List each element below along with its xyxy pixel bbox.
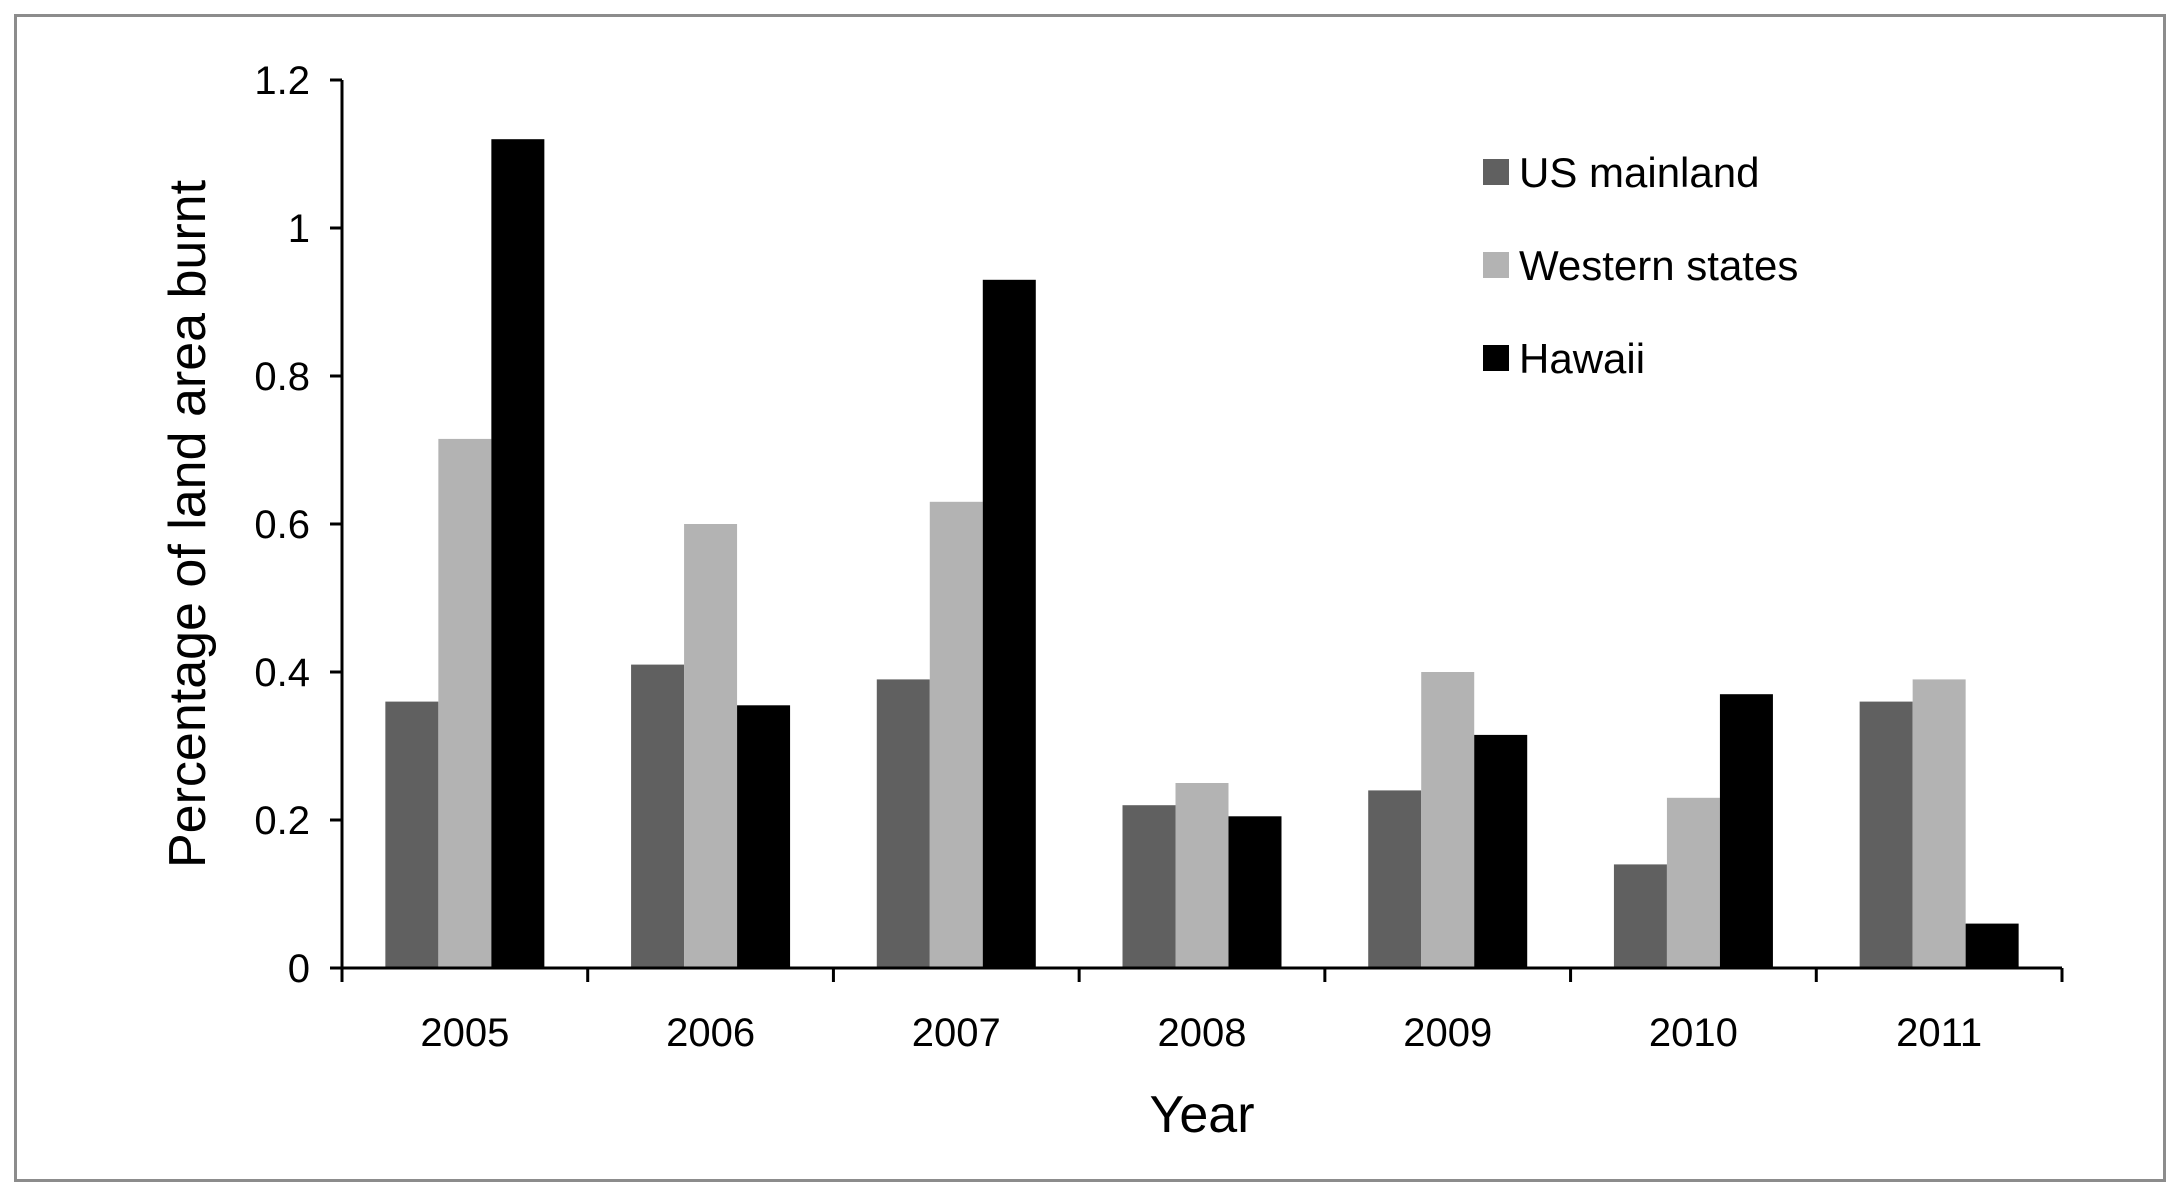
bar-western-states-2011 — [1912, 679, 1966, 968]
bar-us-mainland-2010 — [1613, 864, 1667, 968]
y-tick-label: 0.2 — [254, 799, 310, 843]
bar-western-states-2006 — [684, 524, 738, 968]
bar-western-states-2008 — [1175, 783, 1229, 968]
x-axis-title: Year — [1149, 1086, 1254, 1144]
legend-label: Hawaii — [1519, 335, 1645, 382]
x-tick-label: 2010 — [1649, 1011, 1738, 1055]
legend-swatch-hawaii — [1483, 345, 1509, 371]
bar-hawaii-2005 — [491, 139, 545, 968]
x-tick-label: 2007 — [912, 1011, 1001, 1055]
bars-group — [385, 139, 2019, 968]
bar-hawaii-2006 — [737, 705, 791, 968]
bar-us-mainland-2007 — [876, 679, 930, 968]
y-tick-label: 0.4 — [254, 651, 310, 695]
chart-frame — [14, 14, 2166, 1182]
bar-hawaii-2010 — [1719, 694, 1773, 968]
legend-swatch-us-mainland — [1483, 159, 1509, 185]
x-ticks-group: 2005 2006 2007 2008 2009 2010 2011 — [340, 968, 2064, 1055]
y-axis-title: Percentage of land area burnt — [159, 179, 217, 868]
bar-western-states-2007 — [929, 501, 983, 968]
bar-us-mainland-2009 — [1368, 790, 1422, 968]
legend: US mainland Western states Hawaii — [1483, 149, 1798, 382]
x-tick-label: 2005 — [420, 1011, 509, 1055]
legend-label: Western states — [1519, 242, 1798, 289]
legend-swatch-western-states — [1483, 252, 1509, 278]
y-tick-label: 0.8 — [254, 355, 310, 399]
bar-hawaii-2008 — [1228, 816, 1282, 968]
y-tick-label: 0.6 — [254, 503, 310, 547]
bar-hawaii-2011 — [1965, 923, 2019, 968]
y-tick-label: 0 — [288, 947, 310, 991]
bar-us-mainland-2008 — [1122, 805, 1176, 968]
bar-hawaii-2009 — [1474, 734, 1528, 968]
bar-us-mainland-2011 — [1859, 701, 1913, 968]
bar-us-mainland-2005 — [385, 701, 439, 968]
bar-western-states-2009 — [1421, 672, 1475, 968]
bar-western-states-2010 — [1666, 797, 1720, 968]
x-tick-label: 2006 — [666, 1011, 755, 1055]
bar-western-states-2005 — [438, 438, 492, 968]
y-tick-label: 1.2 — [254, 59, 310, 103]
bar-us-mainland-2006 — [631, 664, 685, 968]
x-tick-label: 2008 — [1158, 1011, 1247, 1055]
bar-hawaii-2007 — [982, 279, 1036, 968]
legend-label: US mainland — [1519, 149, 1759, 196]
x-tick-label: 2009 — [1403, 1011, 1492, 1055]
y-tick-label: 1 — [288, 207, 310, 251]
y-ticks-group: 0 0.2 0.4 0.6 0.8 1 1.2 — [254, 59, 342, 991]
x-tick-label: 2011 — [1896, 1011, 1982, 1055]
